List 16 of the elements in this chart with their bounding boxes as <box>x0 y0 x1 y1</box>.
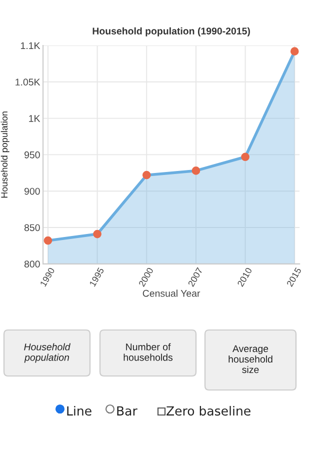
y-tick-label: 950 <box>24 151 40 158</box>
y-tick-label: 1.05K <box>16 78 40 86</box>
y-tick-label: 1K <box>29 115 40 122</box>
y-axis-title: Household population <box>0 112 10 198</box>
text: Household population <box>24 343 70 363</box>
y-tick-label: 800 <box>24 260 40 268</box>
text: Number of households <box>124 343 173 361</box>
text: Zero baseline <box>166 406 250 416</box>
text: Average household size <box>228 345 272 374</box>
x-axis-title: Censual Year <box>142 290 200 297</box>
text: Line <box>67 406 92 416</box>
y-tick-label: 850 <box>24 224 40 232</box>
y-tick-label: 1.1K <box>20 42 40 50</box>
y-tick-label: 900 <box>24 188 40 195</box>
chart-title: Household population (1990-2015) <box>92 27 250 36</box>
text: Bar <box>117 406 138 416</box>
